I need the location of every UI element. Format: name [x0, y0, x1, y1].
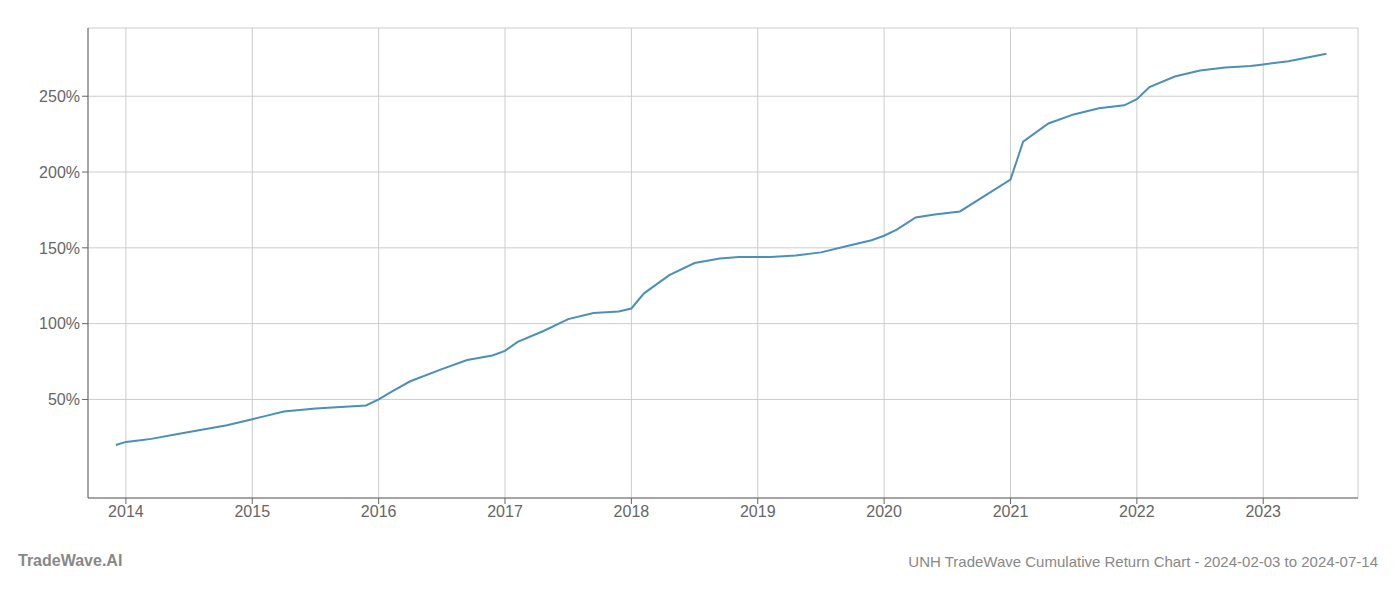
svg-text:2023: 2023 [1245, 503, 1281, 520]
svg-text:2022: 2022 [1119, 503, 1155, 520]
svg-text:2021: 2021 [993, 503, 1029, 520]
svg-text:2015: 2015 [234, 503, 270, 520]
svg-text:200%: 200% [39, 164, 80, 181]
svg-text:2017: 2017 [487, 503, 523, 520]
html-text:TradeWave.AI: TradeWave.AI [18, 552, 123, 569]
svg-text:2019: 2019 [740, 503, 776, 520]
svg-text:250%: 250% [39, 88, 80, 105]
svg-text:2018: 2018 [614, 503, 650, 520]
svg-text:100%: 100% [39, 315, 80, 332]
html-text:UNH TradeWave Cumulative Retur: UNH TradeWave Cumulative Return Chart - … [908, 553, 1378, 570]
svg-text:50%: 50% [48, 391, 80, 408]
svg-text:2016: 2016 [361, 503, 397, 520]
svg-text:150%: 150% [39, 240, 80, 257]
svg-text:2020: 2020 [866, 503, 902, 520]
svg-text:2014: 2014 [108, 503, 144, 520]
